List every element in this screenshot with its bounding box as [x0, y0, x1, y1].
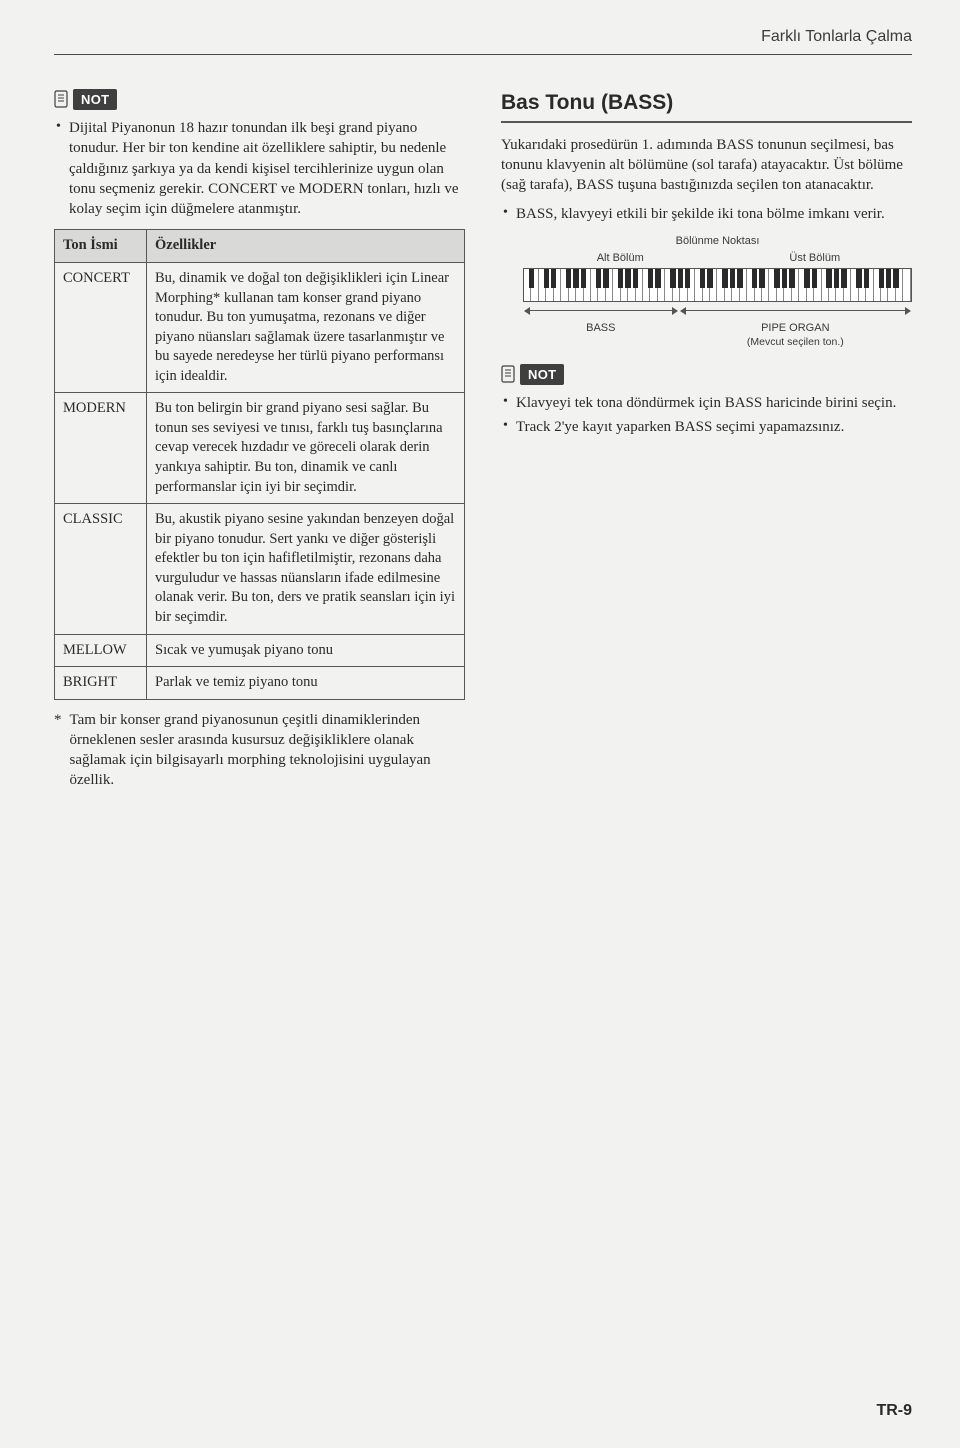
keyboard-bottom-labels: BASS PIPE ORGAN (Mevcut seçilen ton.) [523, 321, 912, 350]
tone-desc: Bu, dinamik ve doğal ton değişiklikleri … [147, 262, 465, 392]
note-label: NOT [73, 89, 117, 111]
tone-desc: Bu ton belirgin bir grand piyano sesi sa… [147, 393, 465, 504]
note2-bullet: Klavyeyi tek tona döndürmek için BASS ha… [501, 393, 912, 413]
footnote-text: Tam bir konser grand piyanosunun çeşitli… [70, 710, 466, 791]
note-icon [54, 90, 68, 108]
tone-name: MELLOW [55, 634, 147, 667]
left-column: NOT Dijital Piyanonun 18 hazır tonundan … [54, 89, 465, 791]
keyboard-label-left: Alt Bölüm [523, 251, 718, 266]
bass-bullet: BASS, klavyeyi etkili bir şekilde iki to… [501, 204, 912, 224]
keyboard-range-arrows [523, 305, 912, 317]
right-column: Bas Tonu (BASS) Yukarıdaki prosedürün 1.… [501, 89, 912, 791]
note-list-1: Dijital Piyanonun 18 hazır tonundan ilk … [54, 118, 465, 219]
tone-table: Ton İsmi Özellikler CONCERT Bu, dinamik … [54, 229, 465, 699]
keyboard-top-labels: Alt Bölüm Üst Bölüm [523, 251, 912, 266]
tone-name: CLASSIC [55, 504, 147, 634]
bass-paragraph: Yukarıdaki prosedürün 1. adımında BASS t… [501, 135, 912, 196]
tone-desc: Sıcak ve yumuşak piyano tonu [147, 634, 465, 667]
bass-bullet-list: BASS, klavyeyi etkili bir şekilde iki to… [501, 204, 912, 224]
table-row: CONCERT Bu, dinamik ve doğal ton değişik… [55, 262, 465, 392]
note-badge: NOT [54, 89, 117, 111]
note-label: NOT [520, 364, 564, 386]
tone-name: BRIGHT [55, 667, 147, 700]
note-list-2: Klavyeyi tek tona döndürmek için BASS ha… [501, 393, 912, 438]
note-icon [501, 365, 515, 383]
tone-desc: Bu, akustik piyano sesine yakından benze… [147, 504, 465, 634]
tone-name: CONCERT [55, 262, 147, 392]
two-column-layout: NOT Dijital Piyanonun 18 hazır tonundan … [54, 89, 912, 791]
table-row: CLASSIC Bu, akustik piyano sesine yakınd… [55, 504, 465, 634]
table-header-desc: Özellikler [147, 230, 465, 263]
keyboard-arrow-right [681, 310, 910, 311]
tone-name: MODERN [55, 393, 147, 504]
keyboard-graphic [523, 268, 912, 302]
footnote: * Tam bir konser grand piyanosunun çeşit… [54, 710, 465, 791]
note-bullet: Dijital Piyanonun 18 hazır tonundan ilk … [54, 118, 465, 219]
table-header-name: Ton İsmi [55, 230, 147, 263]
keyboard-arrow-left [525, 310, 677, 311]
note2-bullet: Track 2'ye kayıt yaparken BASS seçimi ya… [501, 417, 912, 437]
note-badge-2: NOT [501, 364, 564, 386]
table-row: MODERN Bu ton belirgin bir grand piyano … [55, 393, 465, 504]
section-heading-bass: Bas Tonu (BASS) [501, 89, 912, 123]
keyboard-bottom-left-text: BASS [586, 322, 615, 334]
keyboard-bottom-left: BASS [523, 321, 679, 350]
keyboard-bottom-right-text: PIPE ORGAN [761, 322, 829, 334]
keyboard-bottom-right: PIPE ORGAN (Mevcut seçilen ton.) [679, 321, 912, 350]
header-rule [54, 54, 912, 55]
footnote-star: * [54, 710, 62, 791]
table-row: BRIGHT Parlak ve temiz piyano tonu [55, 667, 465, 700]
page-header-title: Farklı Tonlarla Çalma [54, 26, 912, 48]
keyboard-split-label: Bölünme Noktası [523, 234, 912, 249]
keyboard-bottom-right-sub: (Mevcut seçilen ton.) [679, 335, 912, 349]
tone-desc: Parlak ve temiz piyano tonu [147, 667, 465, 700]
keyboard-diagram: Bölünme Noktası Alt Bölüm Üst Bölüm BASS… [523, 234, 912, 350]
page-number: TR-9 [876, 1400, 912, 1422]
keyboard-label-right: Üst Bölüm [718, 251, 913, 266]
table-row: MELLOW Sıcak ve yumuşak piyano tonu [55, 634, 465, 667]
